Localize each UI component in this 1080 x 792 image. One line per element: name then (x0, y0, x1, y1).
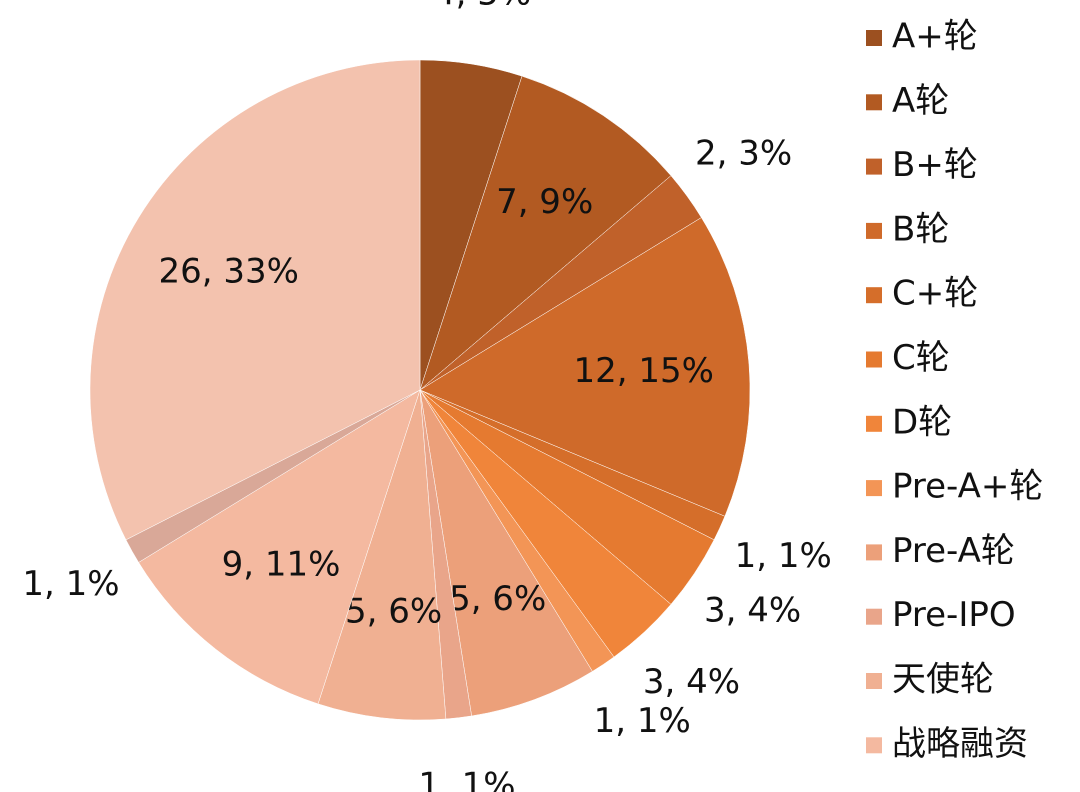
legend-label: D轮 (892, 402, 952, 442)
data-label: 3, 4% (704, 591, 801, 631)
pie-slice (138, 389, 421, 705)
legend-label: Pre-IPO (892, 595, 1016, 635)
legend-label: A+轮 (892, 17, 978, 57)
legend-swatch (866, 94, 882, 111)
data-label: 1, 1% (22, 564, 119, 604)
pie-slice (419, 389, 593, 717)
data-label: 2, 3% (695, 133, 792, 173)
legend-label: B轮 (892, 209, 949, 249)
legend-label: A轮 (892, 81, 949, 121)
legend-swatch (866, 222, 882, 239)
legend-swatch (866, 737, 882, 754)
legend-swatch (866, 480, 882, 497)
legend-label: Pre-A轮 (892, 531, 1015, 571)
legend-label: C+轮 (892, 274, 978, 314)
data-label: 26, 33% (158, 251, 298, 291)
data-label: 3, 4% (643, 662, 740, 702)
legend-swatch (866, 30, 882, 46)
pie-slice (419, 75, 672, 391)
data-label: 12, 15% (573, 351, 713, 391)
pie-slice (317, 389, 447, 721)
legend-swatch (866, 351, 882, 368)
legend-swatch (866, 673, 882, 689)
data-label: 1, 1% (594, 701, 691, 741)
data-label: 7, 9% (496, 182, 593, 222)
legend-label: B+轮 (892, 145, 978, 185)
legend-swatch (866, 608, 882, 625)
data-label: 5, 6% (449, 579, 546, 619)
data-label: 5, 6% (345, 591, 442, 631)
pie-slice (89, 59, 421, 541)
legend-swatch (866, 544, 882, 561)
legend-label: Pre-A+轮 (892, 467, 1043, 507)
legend-swatch (866, 158, 882, 175)
data-label: 1, 1% (735, 536, 832, 576)
pie-slice (419, 217, 751, 517)
data-label: 9, 11% (222, 545, 341, 585)
data-label: 1, 1% (418, 766, 515, 792)
legend-label: C轮 (892, 338, 950, 378)
legend-label: 天使轮 (892, 660, 994, 700)
data-label: 4, 5% (434, 0, 531, 13)
legend-swatch (866, 415, 882, 432)
legend-label: 战略融资 (892, 724, 1028, 764)
legend-swatch (866, 287, 882, 304)
